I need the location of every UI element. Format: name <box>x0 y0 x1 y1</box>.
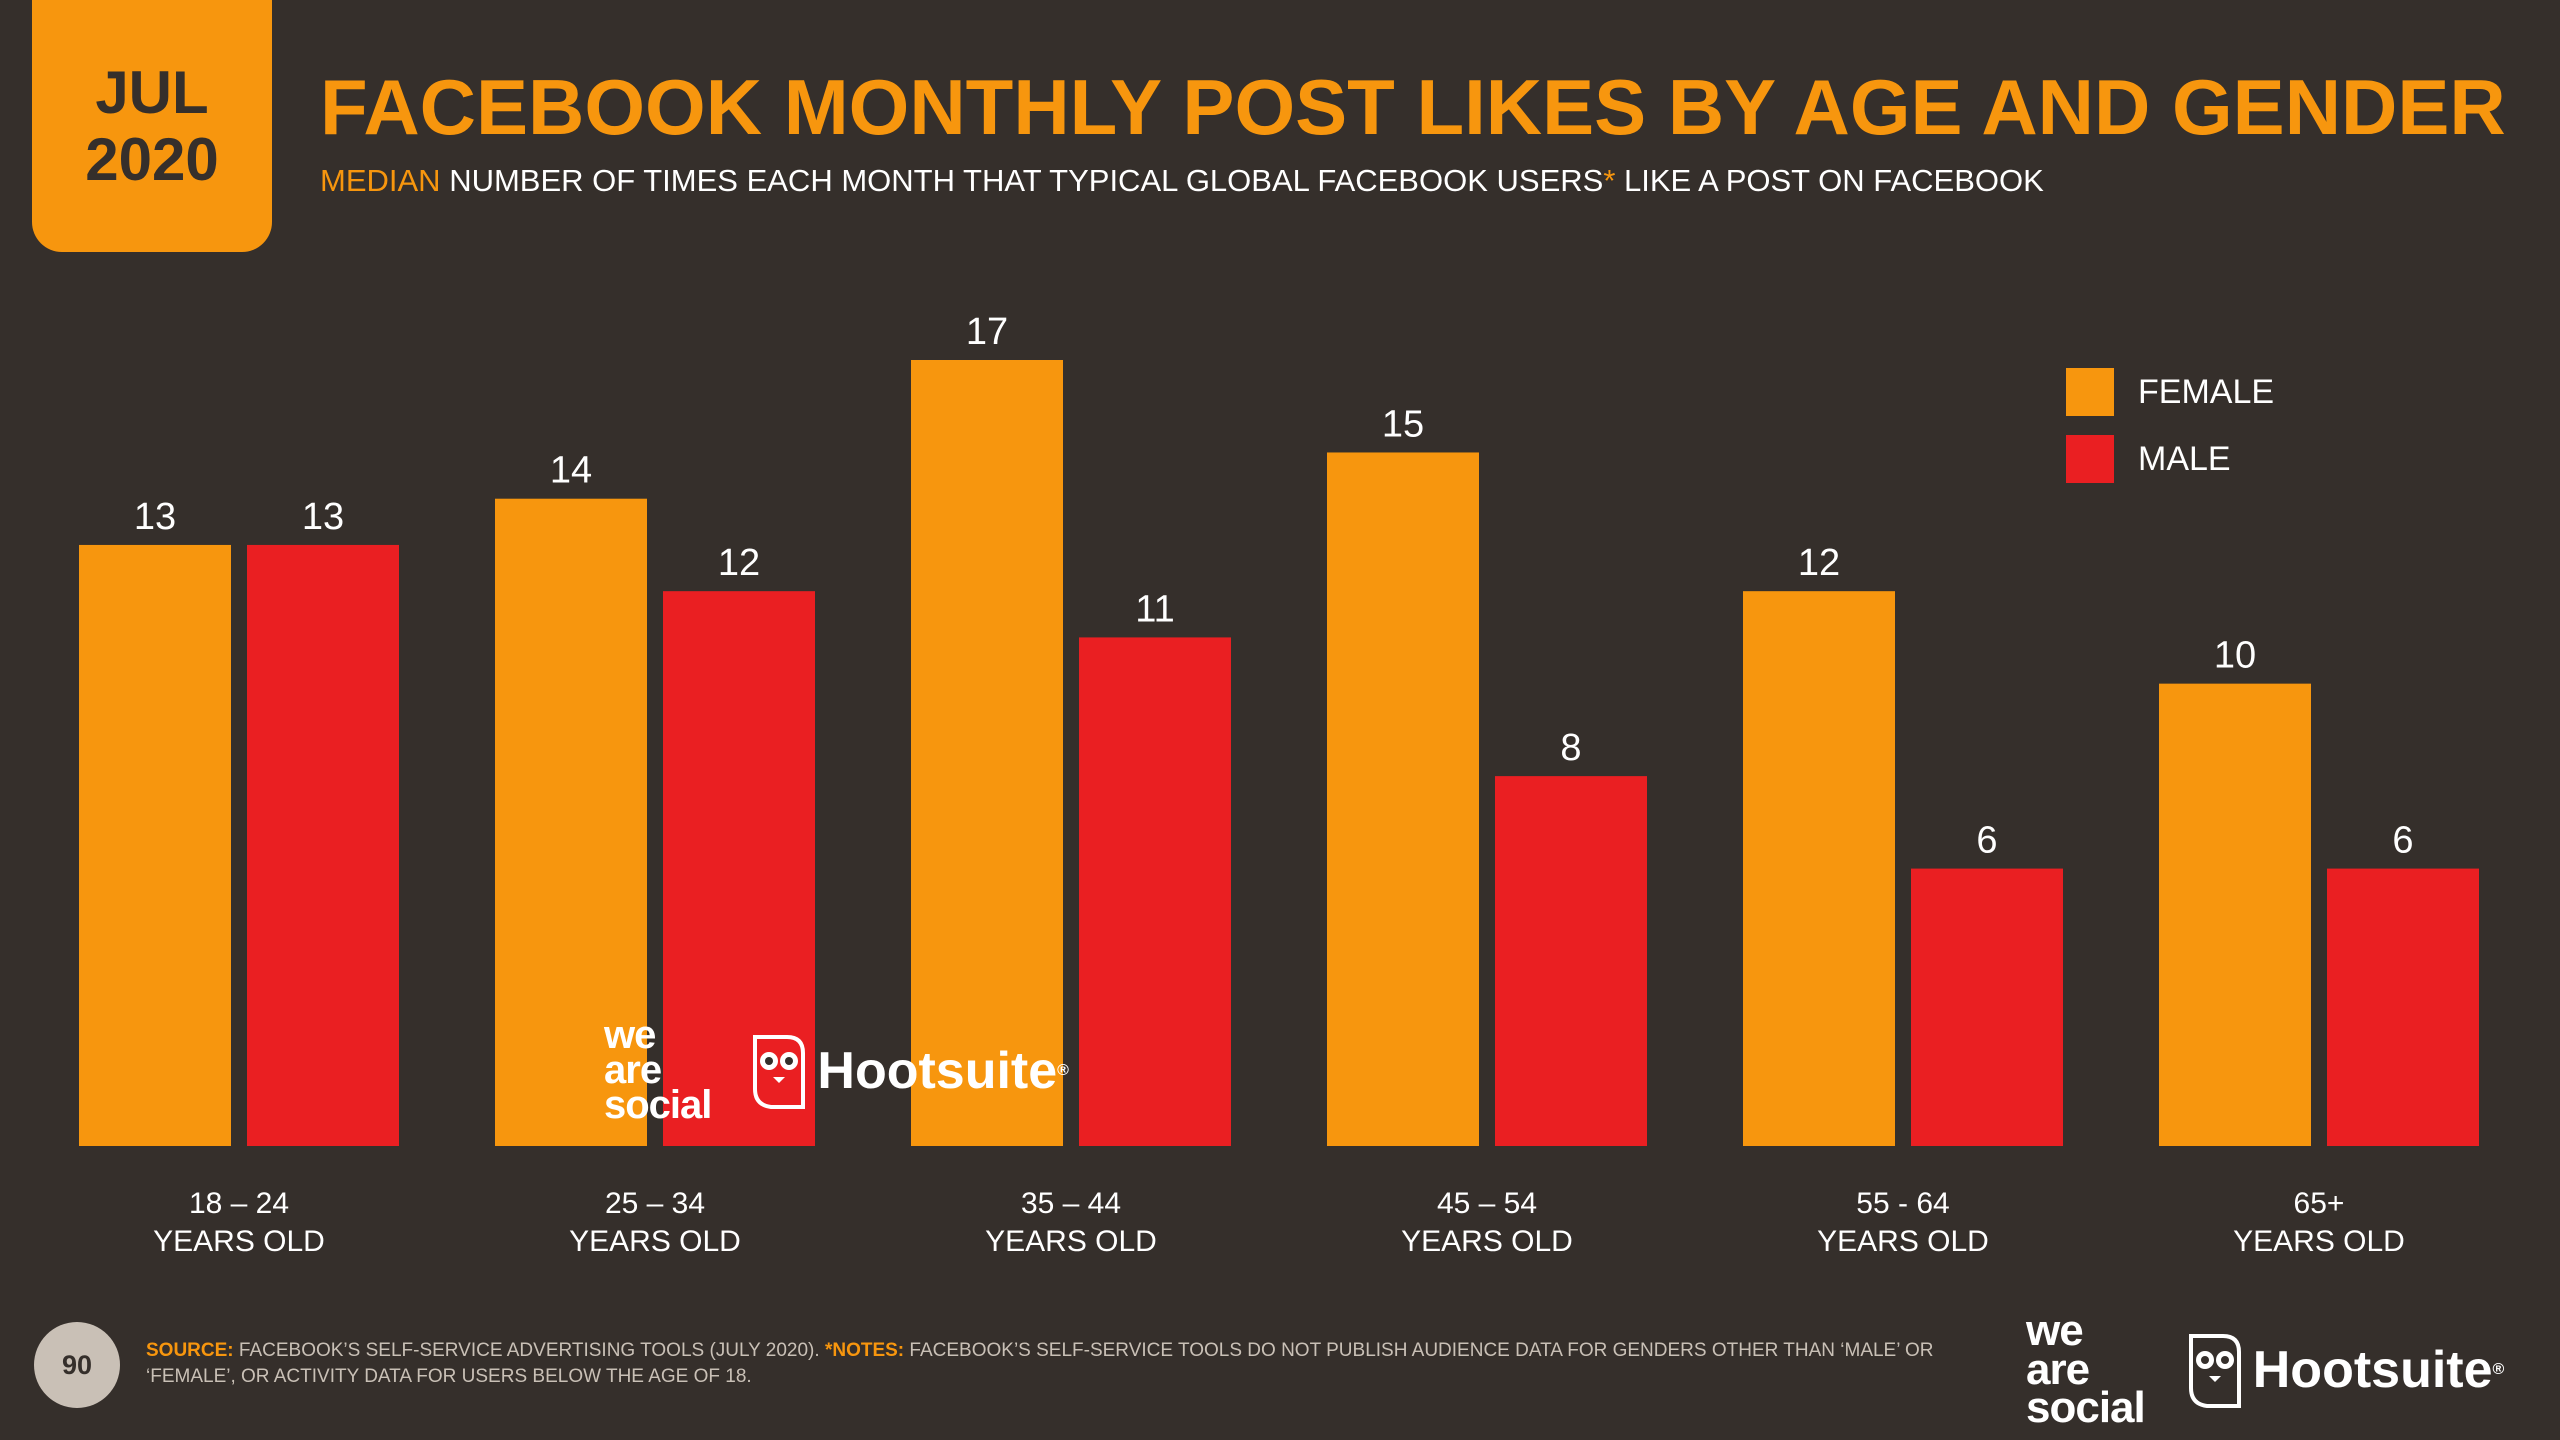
legend-swatch-female <box>2066 368 2114 416</box>
chart-legend: FEMALE MALE <box>2066 368 2274 502</box>
data-label-female-3: 15 <box>1382 403 1424 445</box>
hootsuite-wordmark-footer: Hootsuite <box>2252 1341 2493 1400</box>
footer-logos: we are social Hootsuite ® <box>2026 1306 2505 1433</box>
data-label-male-0: 13 <box>302 496 344 538</box>
hootsuite-logo-footer: Hootsuite ® <box>2187 1332 2505 1409</box>
bar-female-0 <box>79 544 231 1146</box>
data-label-male-4: 6 <box>1976 820 1997 862</box>
notes-label: *NOTES: <box>824 1340 905 1361</box>
legend-label-female: FEMALE <box>2138 372 2275 411</box>
registered-mark: ® <box>1057 1061 1069 1079</box>
x-tick-label-5-1: YEARS OLD <box>2233 1225 2405 1258</box>
data-label-female-5: 10 <box>2214 635 2256 677</box>
notes-text: FACEBOOK’S SELF-SERVICE TOOLS DO NOT PUB… <box>146 1340 1934 1387</box>
data-label-female-1: 14 <box>550 450 592 492</box>
bar-male-4 <box>1911 868 2063 1146</box>
data-label-female-4: 12 <box>1798 542 1840 584</box>
data-label-female-0: 13 <box>134 496 176 538</box>
x-tick-label-5-0: 65+ <box>2294 1187 2345 1220</box>
data-label-female-2: 17 <box>966 311 1008 353</box>
data-label-male-1: 12 <box>718 542 760 584</box>
legend-swatch-male <box>2066 435 2114 483</box>
bar-female-2 <box>911 360 1063 1146</box>
bar-male-0 <box>247 544 399 1146</box>
bar-female-3 <box>1327 452 1479 1146</box>
bar-male-3 <box>1495 776 1647 1146</box>
x-tick-label-3-1: YEARS OLD <box>1401 1225 1573 1258</box>
source-label: SOURCE: <box>146 1340 234 1361</box>
x-tick-label-4-1: YEARS OLD <box>1817 1225 1989 1258</box>
x-tick-label-2-1: YEARS OLD <box>985 1225 1157 1258</box>
watermark-logos: we are social Hootsuite ® <box>604 1013 1069 1128</box>
page-number: 90 <box>34 1322 120 1408</box>
hootsuite-wordmark: Hootsuite <box>817 1041 1058 1100</box>
data-label-male-5: 6 <box>2392 820 2413 862</box>
we-are-social-logo: we are social <box>604 1013 712 1128</box>
source-text: FACEBOOK’S SELF-SERVICE ADVERTISING TOOL… <box>233 1340 825 1361</box>
x-tick-label-0-1: YEARS OLD <box>153 1225 325 1258</box>
x-tick-label-4-0: 55 - 64 <box>1856 1187 1949 1220</box>
x-tick-label-0-0: 18 – 24 <box>189 1187 289 1220</box>
data-label-male-2: 11 <box>1135 588 1174 630</box>
date-badge: JUL 2020 <box>32 0 272 252</box>
x-tick-label-1-0: 25 – 34 <box>605 1187 705 1220</box>
footer-source: SOURCE: FACEBOOK’S SELF-SERVICE ADVERTIS… <box>146 1338 1986 1389</box>
legend-item-male: MALE <box>2066 435 2274 483</box>
we-are-social-logo-footer: we are social <box>2026 1306 2146 1433</box>
owl-icon <box>2188 1334 2241 1409</box>
badge-month: JUL <box>95 58 209 126</box>
bar-female-4 <box>1743 591 1895 1146</box>
page-title: FACEBOOK MONTHLY POST LIKES BY AGE AND G… <box>320 63 2506 151</box>
legend-item-female: FEMALE <box>2066 368 2274 416</box>
bar-female-5 <box>2159 683 2311 1146</box>
data-label-male-3: 8 <box>1560 727 1581 769</box>
page-subtitle: MEDIAN NUMBER OF TIMES EACH MONTH THAT T… <box>320 163 2044 199</box>
x-tick-label-2-0: 35 – 44 <box>1021 1187 1121 1220</box>
subtitle-main: NUMBER OF TIMES EACH MONTH THAT TYPICAL … <box>440 163 1604 198</box>
bar-female-1 <box>495 498 647 1146</box>
registered-mark-footer: ® <box>2492 1361 2505 1379</box>
legend-label-male: MALE <box>2138 439 2231 478</box>
subtitle-highlight: MEDIAN <box>320 163 441 198</box>
badge-year: 2020 <box>85 126 219 193</box>
subtitle-asterisk: * <box>1603 163 1616 198</box>
bar-male-2 <box>1079 637 1231 1146</box>
x-tick-label-3-0: 45 – 54 <box>1437 1187 1537 1220</box>
hootsuite-logo: Hootsuite ® <box>751 1033 1069 1109</box>
subtitle-end: LIKE A POST ON FACEBOOK <box>1615 163 2044 198</box>
x-tick-label-1-1: YEARS OLD <box>569 1225 741 1258</box>
bar-male-5 <box>2327 868 2479 1146</box>
owl-icon <box>753 1034 806 1109</box>
